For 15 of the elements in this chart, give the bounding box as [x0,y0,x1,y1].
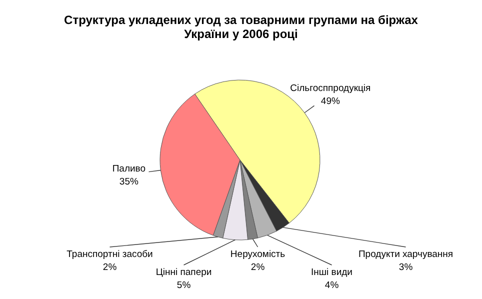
data-label: 49% [320,96,340,107]
slice-label: Продукти харчування [358,249,454,260]
data-label: 2% [102,262,118,273]
data-label: 5% [176,280,192,291]
slice-label: Сільгосппродукція [290,82,371,94]
slice-label: Інші види [311,267,352,278]
data-label: 4% [324,280,340,291]
slice-label: Транспортні засоби [66,249,153,260]
slice-label: Цінні папери [156,267,212,278]
data-label: 35% [119,176,139,188]
data-label: 2% [250,262,266,273]
data-label: 3% [398,262,414,273]
slice-label: Паливо [112,163,146,174]
chart-title: Структура укладених угод за товарними групами на біржах України у 2006 році [64,13,418,41]
slice-label: Нерухомість [230,249,286,260]
